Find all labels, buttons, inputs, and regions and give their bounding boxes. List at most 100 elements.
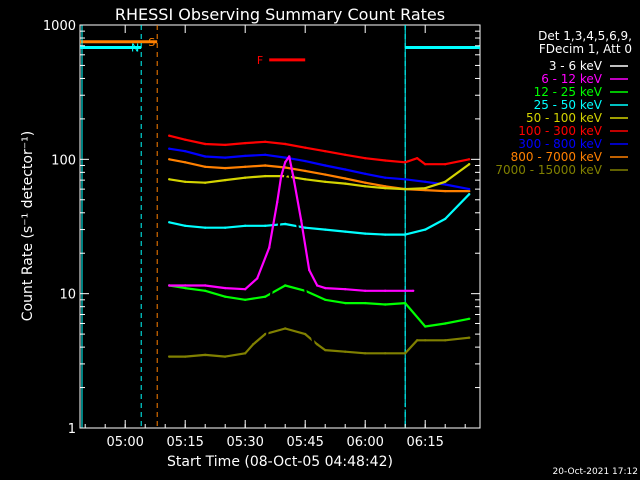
data-point <box>344 168 347 171</box>
data-point <box>344 230 347 233</box>
data-point <box>468 336 471 339</box>
data-point <box>404 161 407 164</box>
legend-header: FDecim 1, Att 0 <box>539 42 632 56</box>
data-point <box>304 169 307 173</box>
data-point <box>264 153 267 156</box>
data-point <box>444 189 447 193</box>
data-point <box>168 355 171 358</box>
data-point <box>324 298 327 301</box>
observing-intervals: SN F <box>80 25 480 428</box>
data-point <box>404 407 407 410</box>
data-point <box>264 224 267 227</box>
series-layer <box>168 134 471 410</box>
data-point <box>468 317 471 320</box>
data-point <box>468 158 471 161</box>
data-point <box>168 221 171 224</box>
legend-entry: 6 - 12 keV <box>541 72 603 86</box>
x-tick-label: 06:15 <box>406 435 443 450</box>
data-point <box>284 284 287 287</box>
data-point <box>316 284 319 287</box>
data-point <box>172 371 175 374</box>
data-point <box>364 181 367 184</box>
x-tick-label: 05:15 <box>166 435 203 450</box>
data-point <box>344 301 347 305</box>
y-tick-label: 100 <box>51 153 76 168</box>
data-point <box>304 146 307 149</box>
data-point <box>404 289 407 292</box>
data-point <box>316 343 319 346</box>
data-point <box>184 150 187 153</box>
data-point <box>384 303 387 306</box>
series-7000-15000-kev <box>168 327 471 358</box>
data-point <box>280 204 283 208</box>
data-point <box>184 161 187 164</box>
data-point <box>404 233 407 236</box>
legend-entry: 800 - 7000 keV <box>511 150 603 164</box>
series-50-100-kev <box>168 163 471 191</box>
data-point <box>404 301 407 305</box>
data-point <box>412 289 415 292</box>
data-point <box>416 339 419 342</box>
chart-title: RHESSI Observing Summary Count Rates <box>115 5 445 24</box>
interval-label: S <box>148 36 155 49</box>
data-point <box>384 176 387 179</box>
data-point <box>404 178 407 181</box>
data-point <box>184 355 187 358</box>
data-point <box>468 193 471 196</box>
data-point <box>256 277 259 280</box>
series-100-300-kev <box>168 134 471 166</box>
data-point <box>204 181 207 184</box>
data-point <box>284 142 287 146</box>
data-point <box>280 174 283 178</box>
data-point <box>364 172 367 175</box>
data-point <box>364 185 367 188</box>
x-axis-label: Start Time (08-Oct-05 04:48:42) <box>167 454 393 470</box>
data-point <box>168 158 171 161</box>
series-line <box>169 147 470 191</box>
y-tick-label: 10 <box>59 288 76 303</box>
data-point <box>204 165 207 168</box>
data-point <box>416 157 419 160</box>
series-12-25-kev <box>168 284 471 328</box>
data-point <box>288 155 291 158</box>
data-point <box>276 201 279 204</box>
data-point <box>384 289 387 292</box>
data-point <box>168 134 171 137</box>
data-point <box>468 189 471 193</box>
data-point <box>300 252 303 255</box>
data-point <box>168 147 171 150</box>
data-point <box>292 193 295 196</box>
legend-entry: 100 - 300 keV <box>518 124 602 138</box>
data-point <box>184 138 187 141</box>
data-point <box>308 322 311 325</box>
plot-frame <box>79 24 481 429</box>
data-point <box>252 343 255 346</box>
data-point <box>364 289 367 292</box>
data-point <box>324 150 327 153</box>
series-line <box>169 163 470 191</box>
data-point <box>364 232 367 235</box>
data-point <box>204 284 207 287</box>
data-point <box>424 180 427 183</box>
data-point <box>224 143 227 147</box>
data-point <box>288 171 291 174</box>
data-point <box>184 286 187 290</box>
interval-label: F <box>257 54 263 67</box>
legend-entry: 50 - 100 keV <box>526 111 603 125</box>
data-point <box>224 226 227 229</box>
data-point <box>424 228 427 231</box>
data-point <box>244 176 247 179</box>
data-point <box>184 224 187 227</box>
data-point <box>324 173 327 176</box>
data-point <box>344 182 347 185</box>
data-point <box>224 286 227 290</box>
data-point <box>384 159 387 162</box>
data-point <box>204 142 207 146</box>
legend-entry: 3 - 6 keV <box>549 59 603 73</box>
data-point <box>468 187 471 191</box>
data-point <box>224 355 227 358</box>
data-point <box>444 322 447 325</box>
data-point <box>244 224 247 227</box>
data-point <box>364 157 367 160</box>
data-point <box>264 164 267 167</box>
